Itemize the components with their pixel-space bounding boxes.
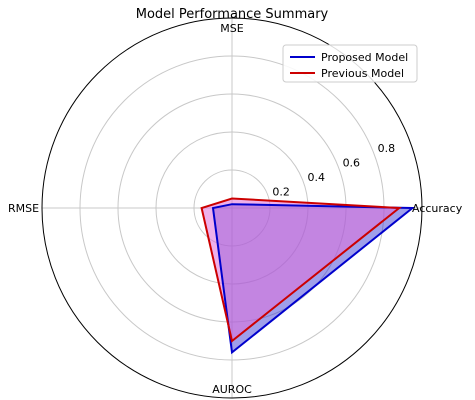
radial-tick-label: 0.8 [378, 142, 396, 155]
axis-label-auroc: AUROC [212, 383, 252, 396]
axis-label-rmse: RMSE [8, 202, 39, 215]
axis-labels: Accuracy MSE RMSE AUROC [8, 22, 463, 396]
legend-label-2: Previous Model [321, 67, 404, 80]
series-line-2 [200, 197, 402, 343]
radial-tick-label: 0.6 [343, 156, 361, 169]
radial-tick-label: 0.4 [307, 171, 325, 184]
outer-circle [41, 17, 423, 399]
legend-box [282, 44, 418, 83]
chart-title: Model Performance Summary [136, 7, 329, 22]
legend: Proposed Model Previous Model [282, 44, 418, 83]
series-line-1 [211, 203, 416, 355]
radial-tick-label: 0.2 [272, 185, 290, 198]
series-fill-2 [201, 198, 400, 341]
series-lines [200, 197, 416, 355]
axis-label-mse: MSE [220, 22, 243, 35]
legend-label-1: Proposed Model [321, 51, 408, 64]
axis-label-accuracy: Accuracy [412, 202, 463, 215]
